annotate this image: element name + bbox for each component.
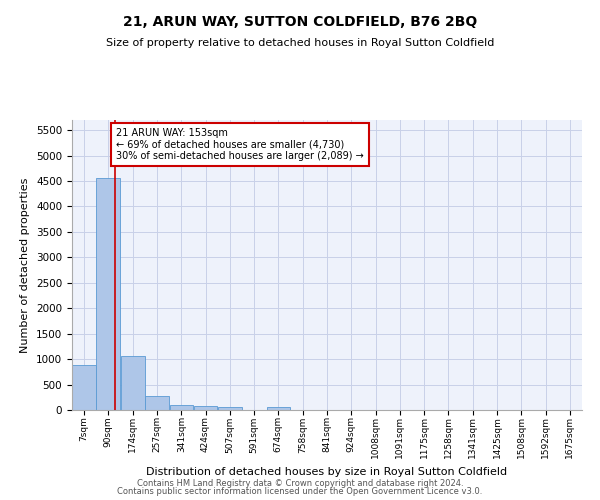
Text: Contains HM Land Registry data © Crown copyright and database right 2024.: Contains HM Land Registry data © Crown c… [137,478,463,488]
Bar [72,365,96,410]
Bar [218,407,242,410]
Text: Size of property relative to detached houses in Royal Sutton Coldfield: Size of property relative to detached ho… [106,38,494,48]
Bar [97,178,120,410]
Bar [266,408,290,410]
Bar [170,405,193,410]
Text: 21 ARUN WAY: 153sqm
← 69% of detached houses are smaller (4,730)
30% of semi-det: 21 ARUN WAY: 153sqm ← 69% of detached ho… [116,128,364,161]
Y-axis label: Number of detached properties: Number of detached properties [20,178,31,352]
Bar [145,396,169,410]
Bar [194,406,217,410]
Text: Contains public sector information licensed under the Open Government Licence v3: Contains public sector information licen… [118,487,482,496]
Bar [121,356,145,410]
Text: 21, ARUN WAY, SUTTON COLDFIELD, B76 2BQ: 21, ARUN WAY, SUTTON COLDFIELD, B76 2BQ [123,15,477,29]
X-axis label: Distribution of detached houses by size in Royal Sutton Coldfield: Distribution of detached houses by size … [146,466,508,476]
